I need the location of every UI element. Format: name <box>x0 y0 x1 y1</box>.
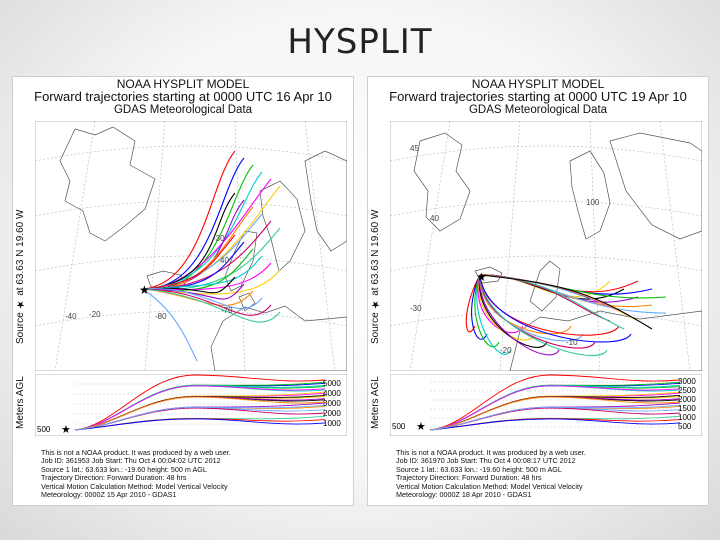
map-label: -20 <box>500 346 512 355</box>
slide-title: HYSPLIT <box>287 22 433 62</box>
info-line: Meteorology: 0000Z 18 Apr 2010 - GDAS1 <box>396 491 532 500</box>
map-label: -20 <box>89 310 101 319</box>
met-data-title: GDAS Meteorological Data <box>468 104 608 116</box>
trajectory-map: ★ 40 -30 -40 -20 -70 -80 <box>35 121 347 371</box>
info-line: Vertical Motion Calculation Method: Mode… <box>41 482 228 491</box>
map-label: 40 <box>430 214 439 223</box>
info-line: Job ID: 361953 Job Start: Thu Oct 4 00:0… <box>41 457 221 466</box>
altitude-plot: ★ 500 5000 4000 3000 2000 1000 <box>35 374 347 436</box>
model-title: NOAA HYSPLIT MODEL <box>116 77 250 91</box>
alt-tick: 2000 <box>678 395 696 404</box>
altitude-plot: ★ 500 3000 2500 2000 1500 1000 500 <box>390 374 702 436</box>
trajectory-line <box>142 288 272 316</box>
trajectory-line <box>465 274 481 333</box>
trajectory-line <box>479 274 632 343</box>
hysplit-plot-19-apr: NOAA HYSPLIT MODEL Forward trajectories … <box>367 76 709 506</box>
trajectory-map: ★ 45 40 -30 -20 -10 100 <box>390 121 702 371</box>
map-label: -40 <box>65 312 77 321</box>
map-label: -30 <box>410 304 422 313</box>
start-star-icon: ★ <box>416 421 426 433</box>
alt-tick: 1500 <box>678 404 696 413</box>
trajectory-line <box>142 283 245 300</box>
model-title: NOAA HYSPLIT MODEL <box>471 77 605 91</box>
info-line: Trajectory Direction: Forward Duration: … <box>41 474 187 483</box>
alt-tick: 1000 <box>323 419 341 428</box>
trajectory-line <box>477 274 524 334</box>
met-data-title: GDAS Meteorological Data <box>113 104 253 116</box>
trajectory-line <box>142 150 236 290</box>
alt-tick: 2000 <box>323 409 341 418</box>
map-label: 40 <box>220 256 229 265</box>
source-star-icon: ★ <box>476 270 487 284</box>
info-line: Source 1 lat.: 63.633 lon.: -19.60 heigh… <box>396 465 562 474</box>
info-line: Source 1 lat.: 63.633 lon.: -19.60 heigh… <box>41 465 207 474</box>
info-line: Trajectory Direction: Forward Duration: … <box>396 474 542 483</box>
job-info: This is not a NOAA product. It was produ… <box>41 449 341 499</box>
trajectory-line <box>74 418 326 431</box>
trajectory-line <box>74 396 326 431</box>
hysplit-plot-16-apr: NOAA HYSPLIT MODEL Forward trajectories … <box>12 76 354 506</box>
job-info: This is not a NOAA product. It was produ… <box>396 449 696 499</box>
map-label: 45 <box>410 144 419 153</box>
trajectory-line <box>429 396 681 431</box>
alt-tick: 4000 <box>323 389 341 398</box>
start-star-icon: ★ <box>61 424 71 436</box>
map-label: -80 <box>155 312 167 321</box>
coastlines <box>59 126 347 371</box>
alt-tick: 2500 <box>678 386 696 395</box>
trajectory-line <box>429 404 681 431</box>
trajectory-line <box>142 276 236 294</box>
start-height: 500 <box>37 425 51 434</box>
alt-tick: 500 <box>678 422 692 431</box>
trajectory-lines <box>142 150 281 362</box>
alt-tick: 3000 <box>678 377 696 386</box>
trajectory-line <box>74 374 326 431</box>
trajectory-line <box>429 418 681 431</box>
trajectory-line <box>142 269 281 295</box>
alt-tick: 5000 <box>323 379 341 388</box>
trajectory-line <box>142 288 263 310</box>
start-height: 500 <box>392 422 406 431</box>
trajectory-line <box>142 255 263 290</box>
map-label: 100 <box>586 198 600 207</box>
trajectory-line <box>74 404 326 431</box>
agl-axis-label: Meters AGL <box>15 376 26 430</box>
trajectory-line <box>479 274 653 330</box>
source-star-icon: ★ <box>139 283 150 297</box>
info-line: Meteorology: 0000Z 15 Apr 2010 - GDAS1 <box>41 491 177 500</box>
map-label: -70 <box>221 306 233 315</box>
trajectory-line <box>142 192 236 290</box>
map-label: -30 <box>213 234 225 243</box>
trajectory-lines <box>465 274 667 356</box>
trajectory-line <box>142 288 198 362</box>
trajectory-line <box>479 274 608 356</box>
trajectory-line <box>479 274 560 356</box>
altitude-lines <box>429 374 681 431</box>
source-label: Source ★ at 63.63 N 19.60 W <box>15 209 26 345</box>
info-line: This is not a NOAA product. It was produ… <box>41 449 231 457</box>
trajectory-line <box>142 288 254 306</box>
source-label: Source ★ at 63.63 N 19.60 W <box>370 209 381 345</box>
alt-tick: 3000 <box>323 399 341 408</box>
info-line: Job ID: 361970 Job Start: Thu Oct 4 00:0… <box>396 457 576 466</box>
trajectory-line <box>142 288 281 323</box>
forward-title: Forward trajectories starting at 0000 UT… <box>389 89 687 104</box>
trajectory-line <box>429 385 681 431</box>
altitude-lines <box>74 374 326 431</box>
agl-axis-label: Meters AGL <box>370 376 381 430</box>
trajectory-line <box>142 234 236 290</box>
info-line: Vertical Motion Calculation Method: Mode… <box>396 482 583 491</box>
trajectory-line <box>476 274 512 355</box>
info-line: This is not a NOAA product. It was produ… <box>396 449 586 457</box>
alt-tick: 1000 <box>678 413 696 422</box>
trajectory-line <box>74 385 326 431</box>
trajectory-line <box>474 274 500 348</box>
map-label: -10 <box>566 338 578 347</box>
trajectory-line <box>429 374 681 431</box>
forward-title: Forward trajectories starting at 0000 UT… <box>34 89 332 104</box>
